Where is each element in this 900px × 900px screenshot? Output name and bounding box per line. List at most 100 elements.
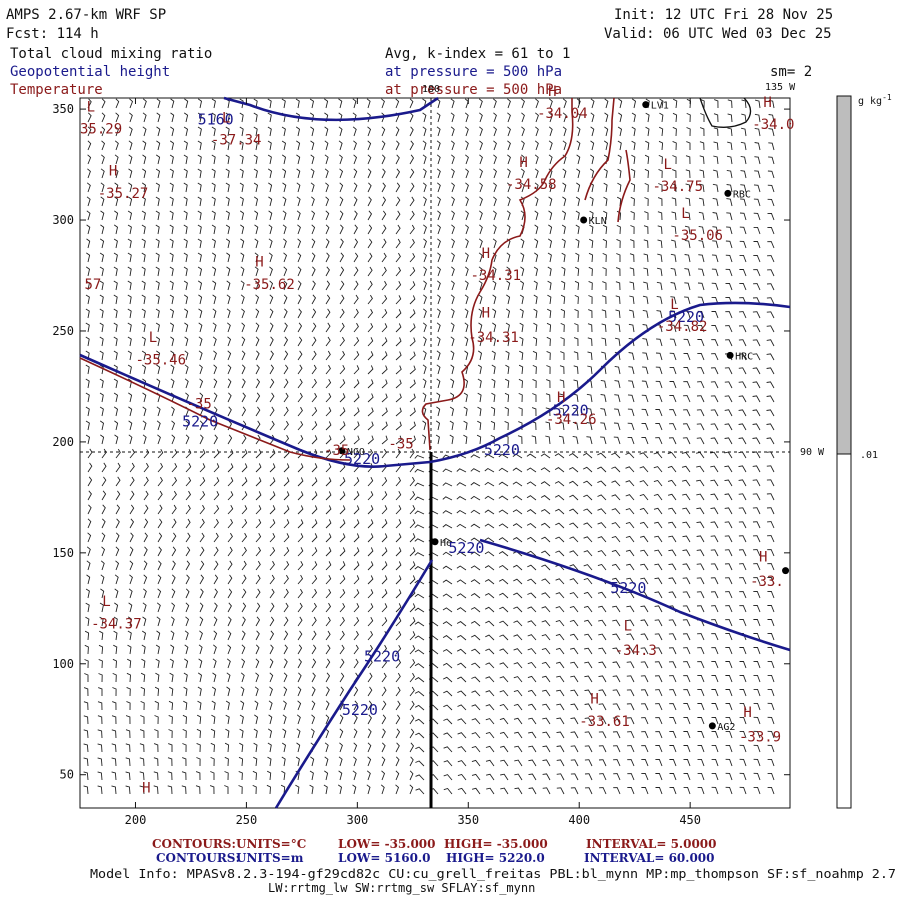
wind-barb	[630, 210, 635, 221]
wind-barb	[339, 714, 344, 725]
wind-barb	[589, 196, 594, 207]
wind-barb	[353, 224, 358, 235]
wind-barb	[562, 126, 567, 137]
wind-barb	[498, 509, 509, 515]
wind-barb	[725, 325, 733, 333]
wind-barb	[548, 112, 553, 123]
wind-barb	[668, 633, 677, 641]
wind-barb	[561, 252, 566, 263]
wind-barb	[598, 619, 607, 627]
wind-barb	[640, 689, 649, 697]
wind-barb	[409, 154, 415, 165]
wind-barb	[500, 787, 509, 795]
wind-barb	[423, 252, 427, 263]
wind-barb	[519, 336, 524, 347]
wind-barb	[213, 616, 218, 627]
wind-barb	[415, 746, 425, 753]
wind-barb	[255, 491, 262, 501]
wind-barb	[739, 786, 747, 795]
wind-barb	[338, 770, 343, 781]
wind-barb	[84, 644, 89, 655]
height-contour-5220-east	[479, 538, 791, 652]
wind-barb	[414, 593, 425, 599]
wind-barb	[478, 98, 483, 109]
wind-barb	[600, 394, 607, 403]
wind-barb	[576, 98, 581, 109]
wind-barb	[597, 508, 607, 515]
wind-barb	[640, 675, 649, 683]
wind-barb	[657, 239, 663, 249]
wind-barb	[381, 252, 387, 263]
wind-barb	[255, 406, 261, 417]
wind-barb	[283, 700, 287, 711]
wind-barb	[213, 644, 217, 655]
wind-barb	[504, 420, 509, 431]
wind-barb	[437, 196, 441, 207]
wind-barb	[492, 280, 497, 291]
wind-barb	[141, 336, 146, 347]
wind-barb	[171, 406, 175, 417]
wind-barb	[640, 647, 649, 655]
wind-barb	[547, 238, 553, 249]
wind-barb	[558, 435, 565, 445]
wind-barb	[283, 322, 288, 333]
wind-barb	[724, 577, 733, 585]
wind-barb	[643, 239, 649, 249]
pressure-height: at pressure = 500 hPa	[385, 64, 562, 80]
temperature-label: -34.04	[537, 106, 588, 122]
wind-barb	[212, 322, 217, 333]
wind-barb	[625, 549, 635, 557]
wind-barb	[253, 98, 258, 109]
wind-barb	[589, 210, 594, 221]
wind-barb	[269, 630, 275, 641]
temperature-label: -34.75	[652, 179, 703, 195]
wind-barb	[112, 658, 117, 669]
wind-barb	[367, 322, 374, 333]
wind-barb	[227, 449, 234, 459]
wind-barb	[626, 675, 635, 683]
wind-barb	[415, 788, 425, 795]
wind-barb	[311, 491, 318, 501]
wind-barb	[381, 210, 387, 221]
wind-barb	[627, 408, 635, 417]
wind-barb	[183, 238, 188, 249]
wind-barb	[169, 672, 174, 683]
wind-barb	[767, 198, 775, 207]
wind-barb	[499, 648, 509, 655]
wind-barb	[297, 224, 301, 235]
wind-barb	[562, 140, 567, 151]
wind-barb	[724, 381, 733, 389]
wind-barb	[471, 648, 481, 655]
wind-barb	[101, 518, 106, 529]
wind-barb	[227, 491, 234, 501]
wind-barb	[311, 588, 318, 599]
wind-barb	[141, 252, 146, 263]
wind-barb	[442, 621, 453, 627]
wind-barb	[310, 182, 315, 193]
wind-barb	[171, 602, 176, 613]
wind-barb	[711, 730, 719, 739]
wind-barb	[535, 126, 539, 137]
wind-barb	[752, 311, 761, 319]
wind-barb	[255, 616, 261, 627]
wind-barb	[240, 280, 245, 291]
wind-barb	[143, 476, 149, 487]
wind-barb	[582, 452, 593, 459]
wind-barb	[738, 437, 747, 445]
wind-barb	[115, 546, 120, 557]
wind-barb	[143, 518, 149, 529]
x-tick-label: 450	[679, 813, 701, 827]
wind-barb	[612, 689, 621, 697]
wind-barb	[739, 605, 747, 613]
wind-barb	[562, 154, 567, 165]
wind-barb	[655, 787, 663, 795]
wind-barb	[617, 154, 622, 165]
wind-barb	[598, 731, 607, 739]
wind-barb	[86, 224, 91, 235]
wind-barb	[125, 729, 131, 739]
wind-barb	[507, 112, 511, 123]
wind-barb	[86, 210, 91, 221]
wind-barb	[141, 644, 146, 655]
wind-barb	[724, 395, 733, 403]
wind-barb	[617, 168, 622, 179]
